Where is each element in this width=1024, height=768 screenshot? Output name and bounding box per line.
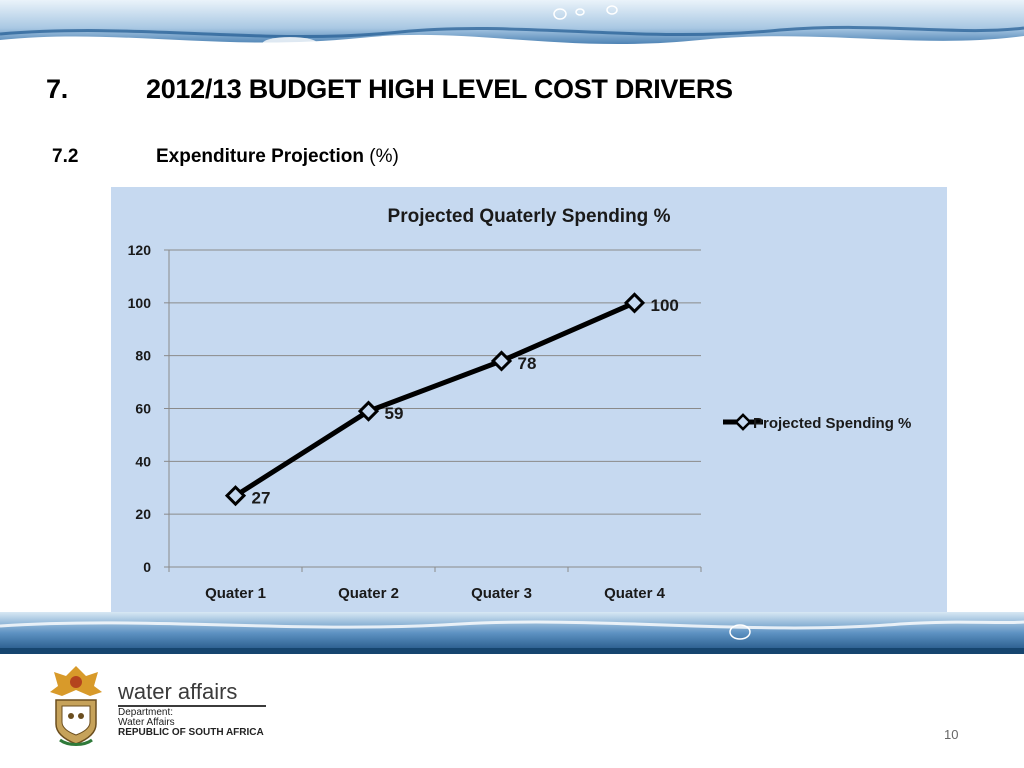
chart-area: Projected Quaterly Spending % 0 20 40 60 80 10…: [111, 187, 947, 613]
y-tick-label: 0: [143, 559, 151, 575]
data-point: [357, 400, 380, 422]
data-label: 78: [518, 354, 537, 373]
data-point: [490, 350, 513, 372]
dept-line-2: Water Affairs: [118, 717, 175, 728]
line-chart: Projected Quaterly Spending % 0 20 40 60 80 10…: [128, 206, 912, 602]
y-tick-label: 20: [135, 506, 151, 522]
brand-divider: [118, 705, 266, 707]
water-banner-top: [0, 0, 1024, 62]
department-block: Department: Water Affairs REPUBLIC OF SO…: [118, 708, 264, 738]
legend-label: Projected Spending %: [753, 415, 911, 432]
coat-of-arms-logo: [50, 666, 102, 746]
y-tick-label: 60: [135, 401, 151, 417]
y-tick-label: 100: [128, 295, 152, 311]
page-number: 10: [944, 727, 959, 742]
subsection-heading: 7.2 Expenditure Projection (%): [52, 146, 399, 168]
x-tick-label: Quater 3: [471, 585, 532, 602]
series-line: [233, 300, 637, 499]
y-tick-label: 80: [135, 348, 151, 364]
x-tick-label: Quater 1: [205, 585, 266, 602]
data-point: [224, 485, 247, 507]
section-number: 7.: [46, 74, 68, 104]
legend-marker: [734, 413, 752, 431]
chart-title: Projected Quaterly Spending %: [388, 206, 671, 227]
brand-name: water affairs: [118, 679, 238, 704]
subsection-unit: (%): [369, 146, 399, 167]
slide-title: 7. 2012/13 BUDGET HIGH LEVEL COST DRIVERS: [46, 74, 733, 105]
data-label: 100: [651, 296, 679, 315]
data-point: [623, 292, 646, 314]
x-tick-label: Quater 2: [338, 585, 399, 602]
y-tick-label: 120: [128, 242, 152, 258]
dept-line-1: Department:: [118, 707, 174, 718]
x-tick-label: Quater 4: [604, 585, 666, 602]
subsection-number: 7.2: [52, 146, 79, 167]
dept-line-3: REPUBLIC OF SOUTH AFRICA: [118, 727, 264, 738]
water-banner-bottom: [0, 612, 1024, 654]
data-label: 27: [252, 489, 271, 508]
section-title: 2012/13 BUDGET HIGH LEVEL COST DRIVERS: [146, 74, 733, 104]
y-tick-label: 40: [135, 453, 151, 469]
subsection-title: Expenditure Projection: [156, 146, 364, 167]
data-label: 59: [385, 404, 404, 423]
